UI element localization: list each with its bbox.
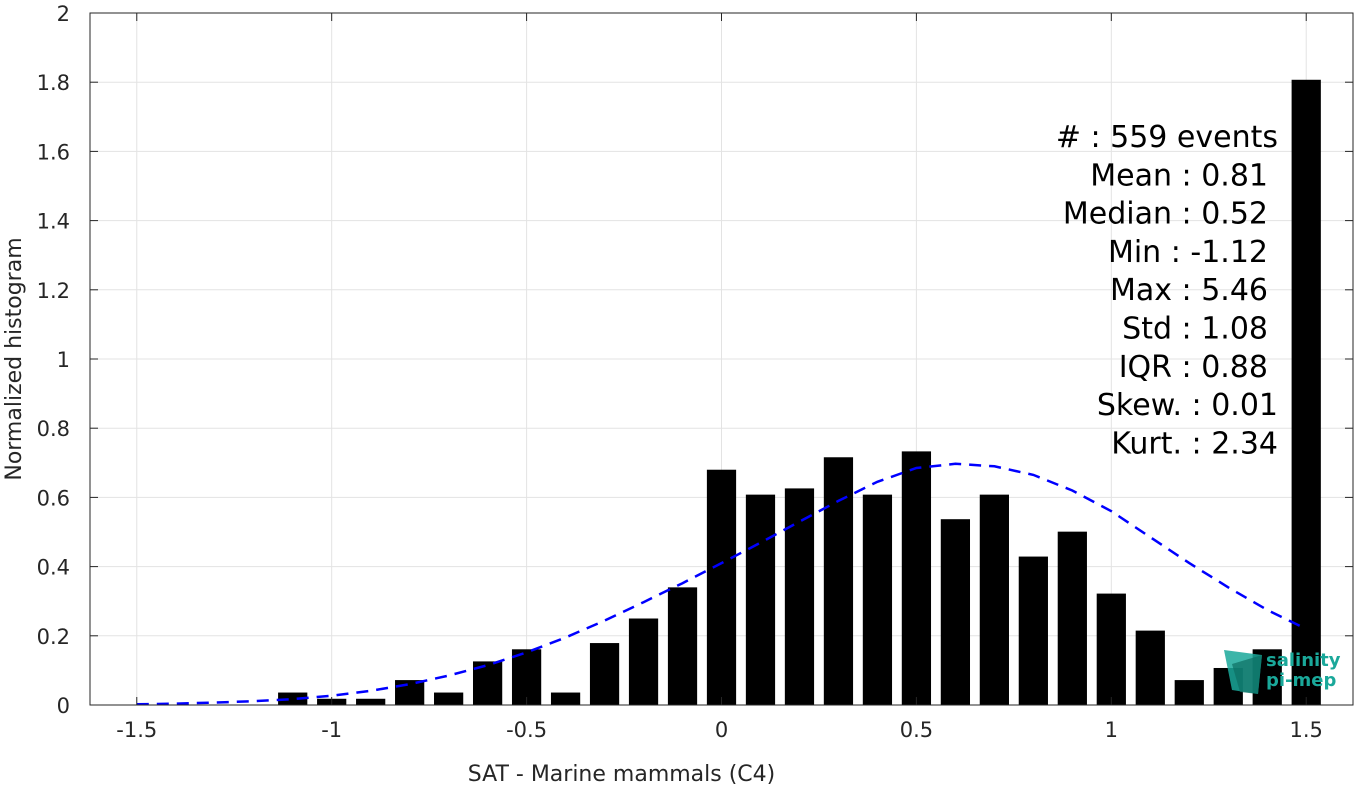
histogram-bar	[1135, 630, 1165, 705]
salinity-pimep-logo: salinity pi-mep	[1224, 650, 1341, 694]
x-tick-label: -1	[321, 718, 342, 742]
x-axis-ticks: -1.5 -1 -0.5 0 0.5 1 1.5	[116, 13, 1323, 742]
logo-line2: pi-mep	[1266, 670, 1336, 691]
histogram-bar	[667, 587, 698, 705]
y-tick-label: 2	[57, 2, 70, 26]
stats-line: Min : -1.12	[1108, 235, 1268, 270]
y-tick-label: 1.2	[37, 279, 70, 303]
stats-line: IQR : 0.88	[1119, 350, 1268, 385]
stats-line: Max : 5.46	[1110, 273, 1268, 308]
stats-line: Mean : 0.81	[1090, 158, 1268, 193]
x-tick-label: -0.5	[506, 718, 547, 742]
histogram-bar	[356, 698, 386, 705]
histogram-bar	[278, 692, 308, 705]
y-tick-label: 0.8	[37, 417, 70, 441]
stats-line: Std : 1.08	[1122, 312, 1268, 347]
x-tick-label: -1.5	[116, 718, 157, 742]
histogram-bars	[278, 79, 1321, 705]
x-tick-label: 0	[715, 718, 728, 742]
y-tick-label: 0	[57, 694, 70, 718]
histogram-bar	[1096, 593, 1126, 705]
fit-curve-line	[136, 462, 1307, 706]
stats-line: Kurt. : 2.34	[1111, 426, 1278, 461]
histogram-bar	[1291, 79, 1321, 705]
histogram-bar	[745, 494, 776, 705]
histogram-bar	[1057, 531, 1087, 705]
stats-line: # : 559 events	[1056, 120, 1278, 155]
histogram-bar	[628, 618, 659, 705]
x-tick-label: 1.5	[1290, 718, 1323, 742]
histogram-bar	[1018, 556, 1048, 705]
normal-fit-curve	[136, 462, 1307, 706]
y-tick-label: 1.8	[37, 71, 70, 95]
histogram-bar	[589, 643, 620, 705]
logo-mark-shade-icon	[1232, 655, 1262, 694]
y-tick-label: 0.6	[37, 486, 70, 510]
x-axis-title: SAT - Marine mammals (C4)	[468, 762, 776, 785]
stats-line: Skew. : 0.01	[1097, 388, 1278, 423]
y-tick-label: 0.4	[37, 556, 70, 580]
y-tick-label: 1	[57, 348, 70, 372]
y-tick-label: 1.6	[37, 140, 70, 164]
y-tick-label: 1.4	[37, 210, 70, 234]
histogram-bar	[1174, 680, 1204, 705]
histogram-bar	[550, 692, 581, 705]
stats-line: Median : 0.52	[1063, 197, 1268, 232]
logo-line1: salinity	[1266, 650, 1341, 671]
histogram-bar	[784, 488, 815, 705]
histogram-bar	[706, 469, 737, 705]
y-tick-label: 0.2	[37, 625, 70, 649]
histogram-bar	[511, 649, 542, 705]
y-axis-title: Normalized histogram	[2, 237, 27, 480]
histogram-bar	[979, 494, 1009, 705]
histogram-bar	[434, 692, 464, 705]
x-tick-label: 0.5	[900, 718, 933, 742]
histogram-bar	[862, 494, 893, 705]
histogram-bar	[940, 519, 971, 705]
histogram-bar	[395, 680, 425, 705]
histogram-bar	[823, 457, 854, 705]
histogram-bar	[901, 451, 932, 705]
x-tick-label: 1	[1105, 718, 1118, 742]
y-axis-ticks: 0 0.2 0.4 0.6 0.8 1 1.2 1.4 1.6 1.8 2	[37, 2, 1353, 718]
